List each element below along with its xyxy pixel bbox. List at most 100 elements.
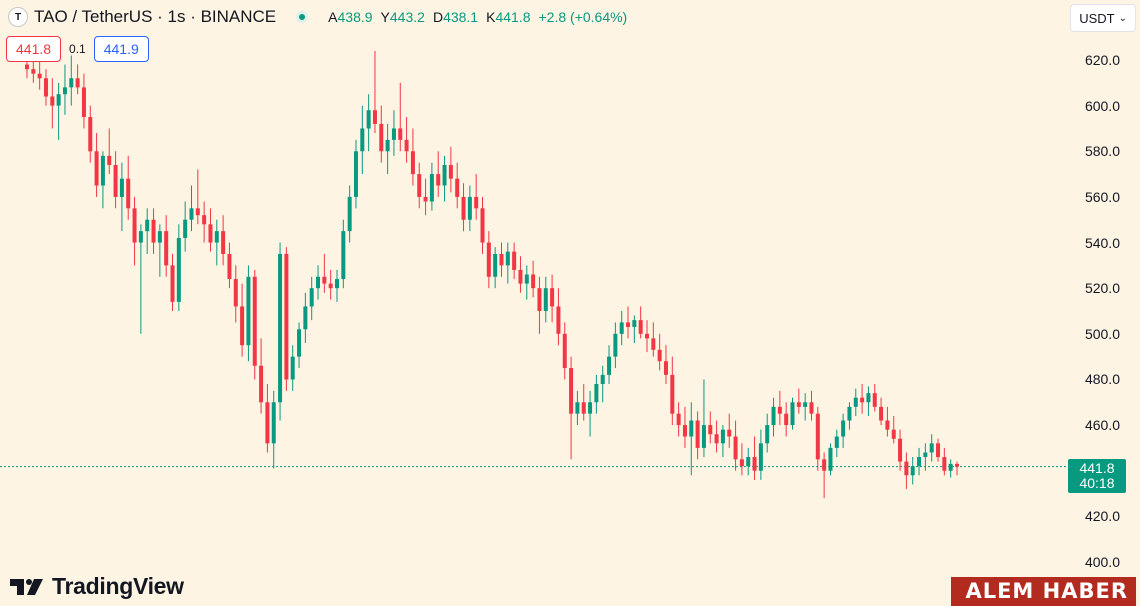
candle-body[interactable] — [689, 420, 694, 437]
candle-body[interactable] — [227, 253, 232, 280]
candle-body[interactable] — [727, 429, 732, 437]
candle-body[interactable] — [467, 196, 472, 220]
candle-body[interactable] — [708, 425, 713, 435]
candle-body[interactable] — [682, 425, 687, 437]
candle-body[interactable] — [75, 78, 80, 88]
candle-body[interactable] — [581, 402, 586, 414]
candle-body[interactable] — [353, 151, 358, 197]
candle-body[interactable] — [246, 276, 251, 346]
candle-body[interactable] — [543, 288, 548, 311]
candle-body[interactable] — [588, 402, 593, 414]
candle-body[interactable] — [164, 231, 169, 266]
candle-body[interactable] — [417, 174, 422, 197]
candle-body[interactable] — [784, 413, 789, 426]
candle-body[interactable] — [923, 452, 928, 458]
candle-body[interactable] — [720, 429, 725, 444]
candle-body[interactable] — [423, 196, 428, 202]
candle-body[interactable] — [385, 139, 390, 152]
candle-body[interactable] — [360, 128, 365, 152]
candle-body[interactable] — [942, 457, 947, 471]
symbol-logo-icon[interactable]: T — [8, 7, 28, 27]
candle-body[interactable] — [303, 306, 308, 330]
candle-body[interactable] — [486, 242, 491, 277]
candle-body[interactable] — [758, 443, 763, 471]
candle-body[interactable] — [25, 64, 29, 70]
candle-body[interactable] — [436, 174, 441, 186]
candle-body[interactable] — [607, 356, 612, 375]
candle-body[interactable] — [62, 87, 67, 95]
tradingview-brand[interactable]: TradingView — [10, 573, 184, 600]
candle-body[interactable] — [600, 374, 605, 385]
candle-body[interactable] — [955, 463, 959, 467]
candle-body[interactable] — [626, 322, 631, 327]
candle-body[interactable] — [796, 402, 801, 407]
candle-body[interactable] — [429, 174, 434, 202]
candle-body[interactable] — [145, 219, 150, 232]
candle-body[interactable] — [81, 87, 86, 118]
candle-body[interactable] — [290, 356, 295, 380]
candle-body[interactable] — [341, 231, 346, 280]
candle-body[interactable] — [575, 402, 580, 414]
candle-body[interactable] — [107, 155, 112, 165]
candle-body[interactable] — [657, 349, 662, 362]
candle-body[interactable] — [948, 463, 953, 471]
sell-button[interactable]: 441.8 — [6, 36, 62, 62]
candle-body[interactable] — [69, 78, 74, 88]
candle-body[interactable] — [512, 251, 517, 270]
candle-body[interactable] — [663, 361, 668, 375]
candle-body[interactable] — [524, 274, 529, 284]
candle-body[interactable] — [297, 329, 302, 357]
candle-body[interactable] — [860, 397, 865, 403]
candle-body[interactable] — [670, 374, 675, 414]
market-status-icon[interactable] — [296, 11, 309, 23]
candle-body[interactable] — [493, 253, 498, 277]
candle-body[interactable] — [271, 402, 276, 444]
candle-body[interactable] — [910, 466, 915, 476]
candle-body[interactable] — [88, 117, 93, 152]
candle-body[interactable] — [309, 288, 314, 307]
candle-body[interactable] — [885, 420, 890, 430]
candle-body[interactable] — [701, 425, 706, 448]
candle-body[interactable] — [480, 208, 485, 243]
candle-body[interactable] — [765, 425, 770, 444]
candle-body[interactable] — [252, 276, 257, 366]
candle-body[interactable] — [138, 231, 143, 243]
candle-body[interactable] — [828, 447, 833, 471]
candle-body[interactable] — [132, 208, 137, 243]
candle-body[interactable] — [505, 251, 510, 266]
candle-body[interactable] — [391, 128, 396, 140]
candle-body[interactable] — [372, 110, 377, 124]
candle-body[interactable] — [866, 393, 871, 403]
candle-body[interactable] — [936, 443, 941, 458]
candle-body[interactable] — [151, 219, 156, 243]
candle-body[interactable] — [562, 333, 567, 369]
candle-body[interactable] — [822, 459, 827, 471]
candle-body[interactable] — [233, 279, 238, 307]
candle-body[interactable] — [847, 406, 852, 421]
candle-body[interactable] — [904, 461, 909, 476]
candle-body[interactable] — [879, 406, 884, 421]
candle-body[interactable] — [739, 459, 744, 467]
candle-body[interactable] — [619, 322, 624, 334]
candle-body[interactable] — [208, 224, 213, 243]
candle-body[interactable] — [834, 436, 839, 448]
candle-body[interactable] — [126, 178, 131, 209]
currency-selector[interactable]: USDT ⌄ — [1070, 4, 1136, 32]
candle-body[interactable] — [259, 365, 264, 403]
candle-body[interactable] — [50, 96, 55, 106]
candle-body[interactable] — [645, 333, 649, 339]
candle-body[interactable] — [56, 94, 61, 106]
candle-body[interactable] — [442, 164, 447, 186]
candle-body[interactable] — [176, 237, 181, 302]
candle-body[interactable] — [569, 368, 574, 414]
buy-button[interactable]: 441.9 — [93, 36, 149, 62]
candle-body[interactable] — [651, 338, 656, 350]
candle-body[interactable] — [461, 196, 466, 220]
candle-body[interactable] — [594, 384, 599, 403]
candle-body[interactable] — [119, 178, 124, 197]
candle-body[interactable] — [265, 402, 270, 444]
candle-body[interactable] — [202, 215, 207, 225]
candle-body[interactable] — [746, 457, 751, 467]
candle-body[interactable] — [195, 208, 200, 216]
candle-body[interactable] — [379, 123, 384, 152]
